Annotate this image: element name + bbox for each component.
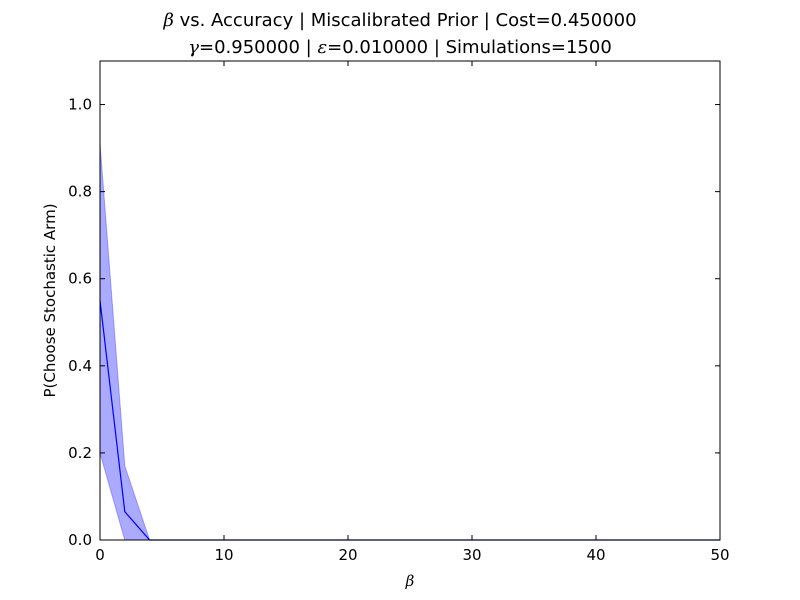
y-tick-label: 0.6	[68, 270, 92, 288]
y-axis-ticks: 0.0 0.2 0.4 0.6 0.8 1.0	[68, 96, 720, 549]
chart-title-line1: β vs. Accuracy | Miscalibrated Prior | C…	[162, 10, 636, 31]
x-tick-label: 30	[462, 546, 481, 564]
y-tick-label: 1.0	[68, 96, 92, 114]
chart-title-line2: γ=0.950000 | ε=0.010000 | Simulations=15…	[188, 37, 612, 58]
x-tick-label: 0	[95, 546, 105, 564]
x-tick-label: 10	[214, 546, 233, 564]
plot-area	[99, 143, 720, 541]
x-axis-label: β	[405, 572, 415, 590]
title-gamma-symbol: γ	[188, 37, 199, 58]
y-tick-label: 0.0	[68, 531, 92, 549]
x-axis-ticks: 0 10 20 30 40 50	[95, 61, 730, 564]
title-epsilon-text: =0.010000 | Simulations=1500	[327, 37, 612, 58]
series-line	[99, 300, 720, 541]
y-tick-label: 0.8	[68, 183, 92, 201]
x-tick-label: 20	[338, 546, 357, 564]
title-line1-text: vs. Accuracy | Miscalibrated Prior | Cos…	[174, 10, 637, 31]
y-tick-label: 0.2	[68, 444, 92, 462]
x-tick-label: 40	[586, 546, 605, 564]
axes-frame	[99, 60, 721, 541]
title-gamma-text: =0.950000 |	[199, 37, 317, 58]
confidence-band	[99, 143, 720, 541]
y-tick-label: 0.4	[68, 357, 92, 375]
title-beta-symbol: β	[162, 10, 173, 31]
title-epsilon-symbol: ε	[317, 37, 327, 58]
x-tick-label: 50	[710, 546, 729, 564]
y-axis-label: P(Choose Stochastic Arm)	[41, 203, 59, 397]
